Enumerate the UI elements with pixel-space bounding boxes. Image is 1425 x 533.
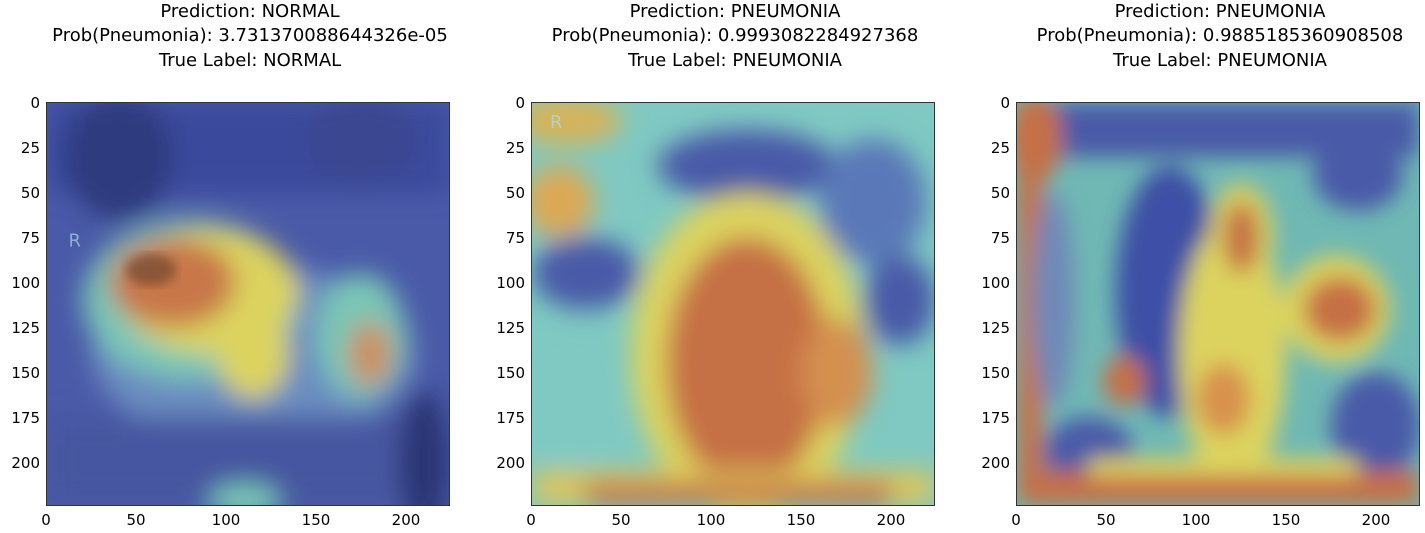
y-tick-label: 50 [20,184,40,202]
heatmap-panel-3: Prediction: PNEUMONIA Prob(Pneumonia): 0… [970,0,1425,533]
y-tick-label: 0 [515,94,525,112]
corner-marker-label: R [69,231,81,252]
y-tick-label: 25 [990,139,1010,157]
x-tick-label: 150 [301,511,331,529]
y-tick-label: 150 [11,364,40,382]
y-tick-label: 100 [11,274,40,292]
y-tick-label: 25 [505,139,525,157]
y-tick-label: 175 [11,409,40,427]
y-tick-label: 25 [20,139,40,157]
probability-label: Prob(Pneumonia): 0.9885185360908508 [1036,25,1404,47]
prediction-label: Prediction: PNEUMONIA [629,1,841,22]
y-tick-label: 125 [496,319,525,337]
heatmap-image: R [531,102,935,506]
probability-label: Prob(Pneumonia): 3.731370088644326e-05 [52,25,448,47]
x-tick-label: 50 [611,511,631,529]
true-label: True Label: PNEUMONIA [1113,49,1327,71]
y-tick-label: 150 [496,364,525,382]
y-tick-label: 0 [30,94,40,112]
heatmap-panel-1: Prediction: NORMAL Prob(Pneumonia): 3.73… [0,0,475,533]
y-tick-label: 200 [496,454,525,472]
y-tick-label: 50 [505,184,525,202]
y-tick-label: 0 [1000,94,1010,112]
y-tick-label: 200 [981,454,1010,472]
panel-title: Prediction: NORMAL Prob(Pneumonia): 3.73… [0,0,500,73]
y-tick-label: 125 [981,319,1010,337]
x-tick-label: 100 [211,511,241,529]
y-tick-label: 200 [11,454,40,472]
y-tick-label: 125 [11,319,40,337]
heatmap-panel-2: Prediction: PNEUMONIA Prob(Pneumonia): 0… [485,0,960,533]
x-tick-label: 100 [696,511,726,529]
prediction-label: Prediction: PNEUMONIA [1114,1,1326,22]
x-tick-label: 150 [786,511,816,529]
y-tick-label: 75 [505,229,525,247]
x-tick-label: 200 [1361,511,1391,529]
x-tick-label: 0 [41,511,51,529]
y-tick-label: 75 [20,229,40,247]
x-tick-label: 150 [1271,511,1301,529]
y-tick-label: 100 [496,274,525,292]
x-tick-label: 50 [1096,511,1116,529]
y-tick-label: 75 [990,229,1010,247]
x-tick-label: 0 [1011,511,1021,529]
x-tick-label: 0 [526,511,536,529]
x-tick-label: 200 [876,511,906,529]
y-tick-label: 50 [990,184,1010,202]
x-tick-label: 100 [1181,511,1211,529]
probability-label: Prob(Pneumonia): 0.9993082284927368 [551,25,919,47]
x-tick-label: 50 [126,511,146,529]
panel-title: Prediction: PNEUMONIA Prob(Pneumonia): 0… [485,0,985,73]
y-tick-label: 100 [981,274,1010,292]
true-label: True Label: PNEUMONIA [628,49,842,71]
prediction-label: Prediction: NORMAL [160,1,340,22]
heatmap-image: R [46,102,450,506]
corner-marker-label: R [550,112,562,133]
y-tick-label: 175 [981,409,1010,427]
x-tick-label: 200 [391,511,421,529]
y-tick-label: 150 [981,364,1010,382]
heatmap-image [1016,102,1420,506]
y-tick-label: 175 [496,409,525,427]
true-label: True Label: NORMAL [158,49,342,71]
panel-title: Prediction: PNEUMONIA Prob(Pneumonia): 0… [970,0,1425,73]
